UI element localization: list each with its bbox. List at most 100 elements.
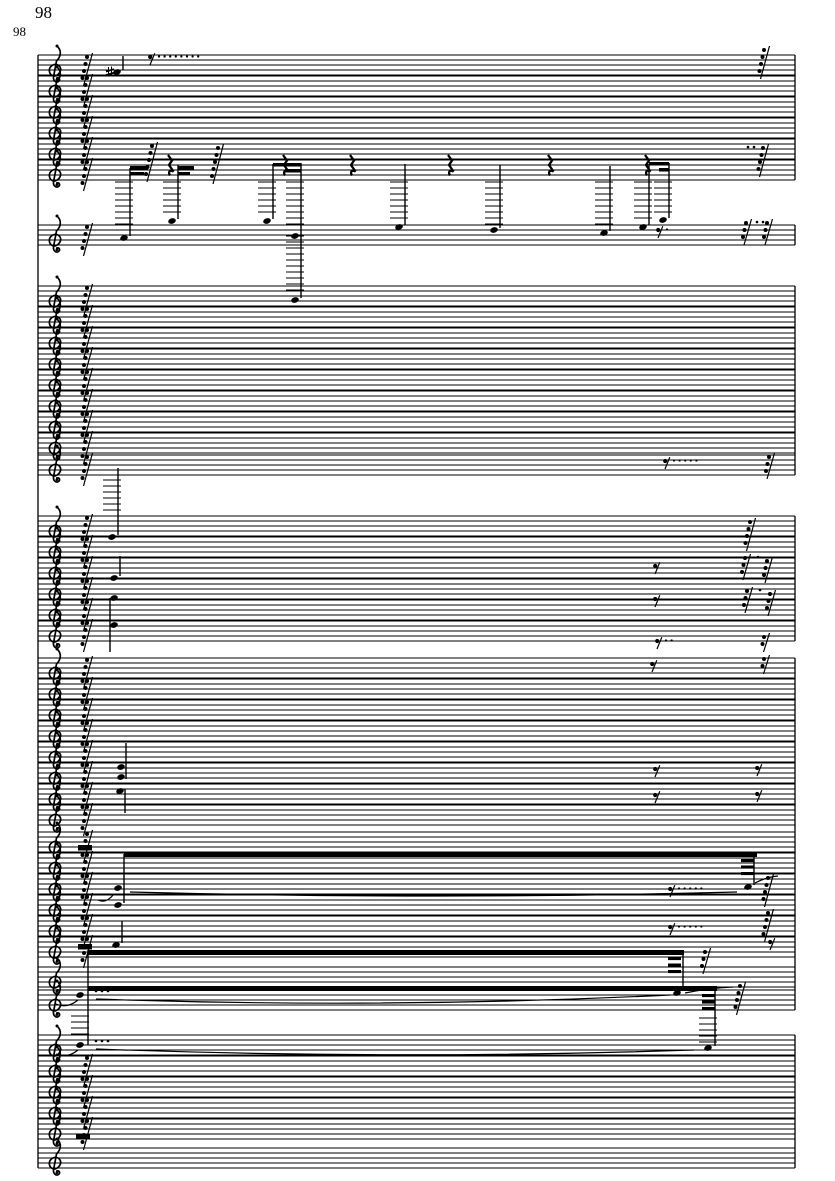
eighth-rest-ladder-icon [82, 363, 86, 367]
notehead [116, 788, 124, 794]
augmentation-dot [106, 989, 110, 993]
eighth-rest-icon [654, 561, 661, 575]
notehead [108, 534, 116, 540]
eighth-rest-ladder-icon [85, 937, 89, 941]
treble-clef-icon [48, 84, 62, 98]
treble-clef-icon [55, 214, 59, 218]
treble-clef-icon [48, 463, 62, 477]
eighth-rest-ladder-icon [765, 462, 770, 466]
eighth-rest-ladder-icon [82, 555, 94, 590]
eighth-rest-ladder-icon [82, 132, 86, 136]
eighth-rest-ladder-icon [764, 218, 774, 246]
eighth-rest-icon [756, 763, 763, 777]
eighth-rest-ladder-icon [83, 770, 88, 774]
eighth-rest-ladder-icon [82, 153, 86, 157]
notehead [659, 217, 667, 223]
eighth-rest-ladder-icon [748, 520, 752, 524]
eighth-rest-ladder-icon [83, 440, 88, 444]
beam [88, 986, 717, 991]
treble-clef-icon [48, 687, 62, 701]
eighth-rest-ladder-icon [764, 556, 774, 584]
treble-clef-icon [55, 710, 59, 714]
treble-clef-icon [55, 990, 59, 993]
eighth-rest-ladder-icon [82, 802, 94, 837]
eighth-rest-ladder-icon [745, 517, 757, 552]
eighth-rest-ladder-icon [759, 153, 764, 157]
augmentation-dot [756, 555, 760, 559]
eighth-rest-ladder-icon [82, 73, 94, 108]
rest-dot [163, 55, 166, 58]
treble-clef-icon [48, 840, 62, 854]
eighth-rest-ladder-icon [82, 1074, 94, 1109]
eighth-rest-ladder-icon [83, 923, 88, 927]
beam [130, 166, 148, 170]
treble-clef-icon [55, 828, 59, 831]
rest-dot [684, 459, 687, 462]
treble-clef-icon [55, 456, 59, 459]
rest-dot [185, 55, 189, 58]
rest-dot [197, 55, 200, 58]
eighth-rest-ladder-icon [82, 157, 94, 192]
eighth-rest-ladder-icon [83, 665, 88, 669]
rest-dot [700, 925, 703, 928]
eighth-rest-ladder-icon [80, 600, 85, 604]
eighth-rest-ladder-icon [82, 136, 94, 171]
treble-clef-icon [55, 644, 59, 647]
eighth-rest-ladder-icon [82, 718, 94, 753]
treble-clef-icon [52, 611, 62, 649]
eighth-rest-ladder-icon [85, 328, 89, 332]
eighth-rest-ladder-icon [766, 452, 776, 480]
eighth-rest-ladder-icon [80, 76, 85, 80]
notehead [76, 1042, 84, 1048]
eighth-rest-ladder-icon [83, 544, 88, 548]
eighth-rest-ladder-icon [83, 686, 88, 690]
eighth-rest-ladder-icon [80, 349, 85, 353]
notehead [114, 902, 122, 908]
eighth-rest-ladder-icon [214, 153, 219, 157]
treble-clef-icon [55, 1013, 59, 1016]
eighth-rest-ladder-icon [80, 307, 85, 311]
notehead [113, 69, 121, 75]
treble-clef-icon [48, 771, 62, 785]
notehead [117, 764, 125, 770]
treble-clef-icon [48, 924, 62, 938]
eighth-rest-ladder-icon [85, 1077, 89, 1081]
eighth-rest-ladder-icon [741, 235, 745, 239]
eighth-rest-ladder-icon [82, 819, 86, 823]
eighth-rest-ladder-icon [85, 412, 89, 416]
eighth-rest-icon [654, 594, 661, 608]
augmentation-dot [94, 989, 98, 993]
eighth-rest-ladder-icon [82, 635, 86, 639]
eighth-rest-ladder-icon [735, 998, 739, 1002]
rest-dot [677, 887, 681, 890]
beam [124, 852, 757, 857]
quarter-rest-icon [447, 154, 455, 177]
eighth-rest-icon [653, 563, 658, 569]
tie-slur [95, 1048, 695, 1056]
eighth-rest-ladder-icon [80, 853, 85, 857]
notehead [117, 774, 125, 780]
eighth-rest-ladder-icon [700, 964, 704, 968]
eighth-rest-ladder-icon [85, 516, 89, 520]
treble-clef-icon [48, 975, 62, 989]
treble-clef-icon [48, 666, 62, 680]
eighth-rest-icon [669, 884, 676, 898]
eighth-rest-ladder-icon [82, 1116, 94, 1151]
half-rest-icon [76, 1134, 90, 1140]
augmentation-dot [755, 220, 759, 224]
eighth-rest-ladder-icon [83, 565, 88, 569]
treble-clef-icon [55, 107, 59, 111]
treble-clef-icon [55, 44, 59, 48]
eighth-rest-ladder-icon [85, 307, 89, 311]
eighth-rest-ladder-icon [83, 812, 88, 816]
eighth-rest-ladder-icon [82, 1053, 94, 1088]
beam [285, 169, 301, 173]
eighth-rest-ladder-icon [760, 55, 765, 59]
eighth-rest-ladder-icon [85, 742, 89, 746]
eighth-rest-icon [655, 638, 660, 644]
eighth-rest-ladder-icon [80, 1140, 85, 1144]
eighth-rest-ladder-icon [83, 314, 88, 318]
treble-clef-icon [55, 444, 59, 448]
treble-clef-icon [55, 1087, 59, 1091]
treble-clef-icon [55, 842, 59, 846]
